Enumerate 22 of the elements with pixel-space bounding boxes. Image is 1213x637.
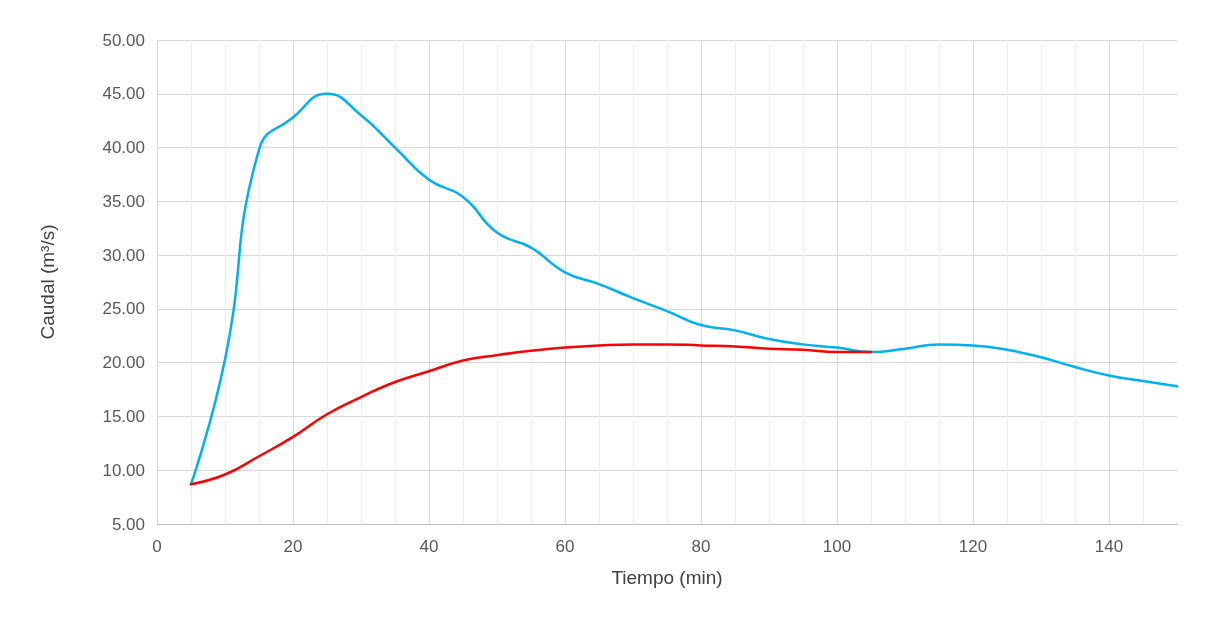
x-tick-label: 140 — [1094, 537, 1124, 556]
x-tick-label: 120 — [958, 537, 988, 556]
y-tick-label: 5.00 — [111, 514, 145, 534]
y-tick-label: 25.00 — [102, 299, 145, 319]
y-tick-label: 40.00 — [102, 138, 145, 158]
y-tick-label: 45.00 — [102, 84, 145, 104]
y-tick-label: 30.00 — [102, 245, 145, 265]
x-tick-label: 60 — [555, 537, 575, 556]
line-series — [189, 343, 873, 486]
y-axis-title: Caudal (m³/s) — [37, 224, 58, 340]
x-tick-label: 80 — [691, 537, 711, 556]
x-axis-title: Tiempo (min) — [611, 567, 723, 588]
x-tick-label: 40 — [419, 537, 439, 556]
y-tick-label: 10.00 — [102, 460, 145, 480]
y-tick-label: 20.00 — [102, 353, 145, 373]
y-tick-label: 15.00 — [102, 406, 145, 426]
x-tick-label: 100 — [822, 537, 852, 556]
y-tick-label: 35.00 — [102, 191, 145, 211]
y-tick-label: 50.00 — [102, 30, 145, 50]
line-series — [189, 92, 1179, 486]
x-tick-label: 0 — [152, 537, 162, 556]
x-tick-label: 20 — [283, 537, 303, 556]
